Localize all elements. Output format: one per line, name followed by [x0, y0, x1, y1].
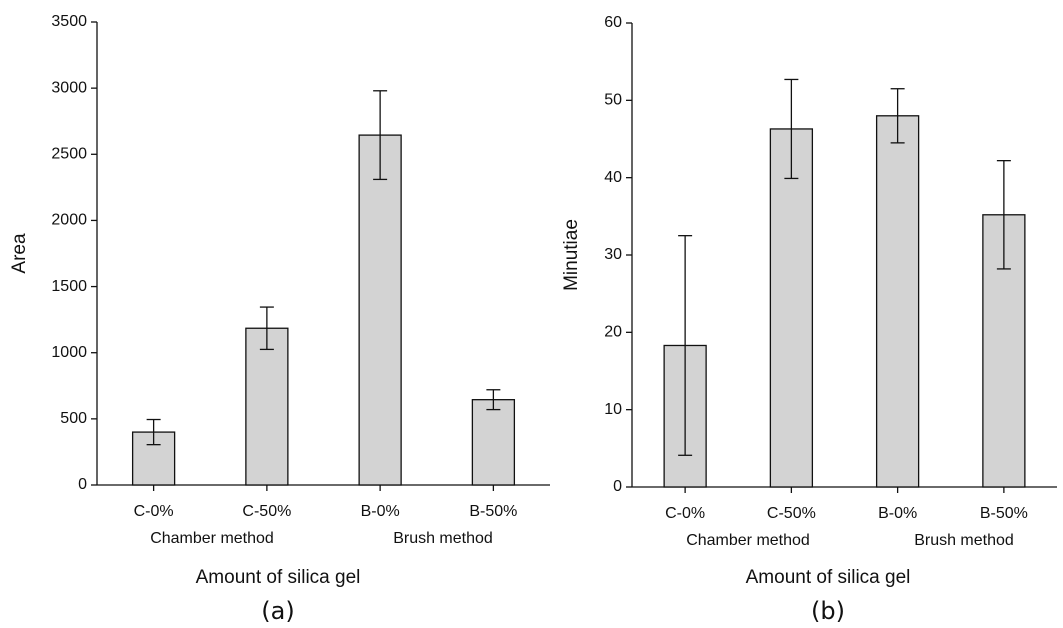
y-tick-label: 3000 — [51, 79, 87, 96]
y-tick-label: 500 — [60, 410, 87, 427]
y-tick-label: 40 — [604, 169, 622, 186]
group-label: Brush method — [914, 532, 1014, 549]
bar — [471, 399, 516, 486]
x-tick-label: B-0% — [361, 503, 400, 520]
x-tick-label: C-0% — [134, 503, 174, 520]
group-label: Chamber method — [150, 530, 274, 547]
x-axis-title: Amount of silica gel — [196, 567, 361, 588]
x-tick-label: C-50% — [242, 503, 291, 520]
x-tick-label: C-50% — [767, 505, 816, 522]
group-label: Brush method — [393, 530, 493, 547]
y-tick-label: 20 — [604, 324, 622, 341]
panel-label: (b) — [811, 597, 845, 625]
y-tick-label: 1000 — [51, 344, 87, 361]
bar — [245, 327, 289, 486]
y-tick-label: 30 — [604, 246, 622, 263]
x-tick-label: B-50% — [980, 505, 1028, 522]
y-tick-label: 0 — [613, 478, 622, 495]
x-tick-label: B-50% — [469, 503, 517, 520]
y-tick-label: 0 — [78, 476, 87, 493]
bar — [358, 134, 402, 486]
y-axis-title: Minutiae — [561, 219, 582, 291]
y-tick-label: 3500 — [51, 13, 87, 30]
bar — [875, 115, 920, 488]
y-tick-label: 10 — [604, 401, 622, 418]
x-tick-label: B-0% — [878, 505, 917, 522]
y-axis-title: Area — [9, 233, 30, 274]
bar — [982, 214, 1026, 488]
panel-label: (a) — [261, 597, 294, 625]
x-tick-label: C-0% — [665, 505, 705, 522]
y-tick-label: 2000 — [51, 212, 87, 229]
y-tick-label: 2500 — [51, 146, 87, 163]
y-tick-label: 60 — [604, 14, 622, 31]
bar — [769, 128, 814, 488]
y-tick-label: 1500 — [51, 278, 87, 295]
y-tick-label: 50 — [604, 92, 622, 109]
group-label: Chamber method — [686, 532, 810, 549]
x-axis-title: Amount of silica gel — [746, 567, 911, 588]
